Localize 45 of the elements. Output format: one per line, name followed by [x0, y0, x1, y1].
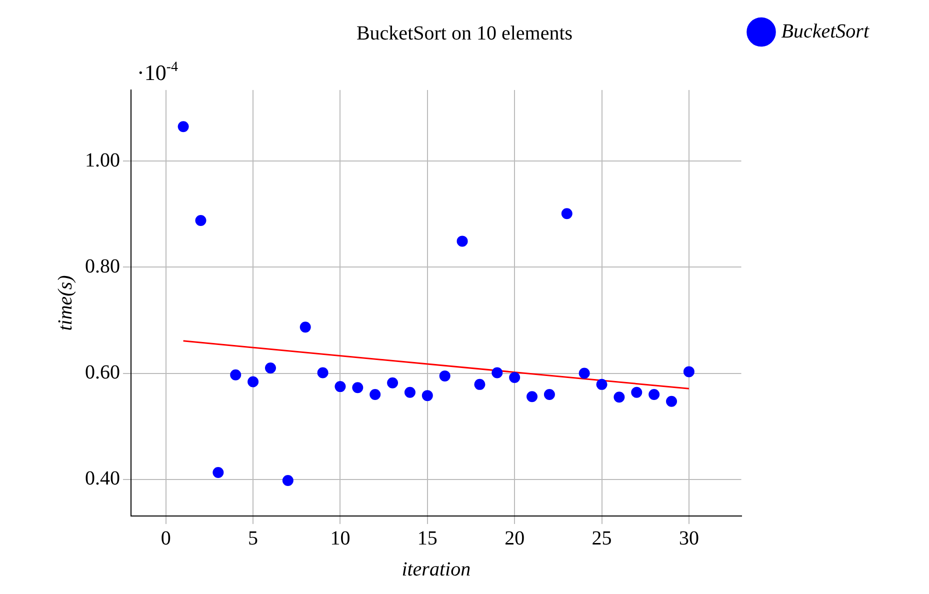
chart-title: BucketSort on 10 elements — [356, 22, 573, 44]
point — [352, 382, 364, 394]
point — [264, 362, 276, 374]
x-axis-title: iteration — [402, 558, 471, 580]
point — [492, 367, 503, 378]
point — [370, 389, 381, 400]
point — [282, 474, 294, 486]
point — [439, 370, 450, 382]
point — [230, 369, 242, 380]
point — [631, 386, 642, 398]
point — [596, 378, 608, 390]
point — [248, 376, 259, 388]
point — [334, 381, 346, 392]
y-tick-label: 0.80 — [85, 255, 120, 278]
x-tick-label: 0 — [160, 527, 171, 550]
point — [683, 366, 694, 378]
point — [387, 377, 398, 388]
x-tick-label: 5 — [248, 527, 258, 550]
x-tick-label: 20 — [504, 527, 525, 550]
point — [300, 322, 311, 333]
point — [578, 368, 590, 379]
point — [422, 390, 433, 402]
point — [544, 389, 555, 400]
point — [561, 208, 572, 220]
point — [614, 392, 625, 403]
x-tick-label: 10 — [330, 527, 350, 550]
legend-label: BucketSort — [781, 20, 870, 42]
point — [317, 367, 328, 378]
point — [195, 215, 206, 226]
x-tick-label: 25 — [592, 527, 612, 550]
point — [212, 467, 224, 478]
x-tick-label: 15 — [417, 527, 438, 550]
point — [178, 121, 189, 132]
point — [456, 236, 468, 247]
point — [526, 391, 538, 402]
point — [404, 386, 416, 398]
y-axis-title: time(s) — [54, 274, 76, 331]
y-tick-label: 0.40 — [85, 468, 120, 490]
point — [648, 389, 660, 400]
point — [474, 378, 486, 390]
y-tick-label: 1.00 — [85, 149, 120, 172]
y-tick-label: 0.60 — [85, 362, 120, 384]
point — [509, 372, 520, 384]
x-tick-label: 30 — [678, 527, 699, 550]
point — [666, 396, 678, 407]
